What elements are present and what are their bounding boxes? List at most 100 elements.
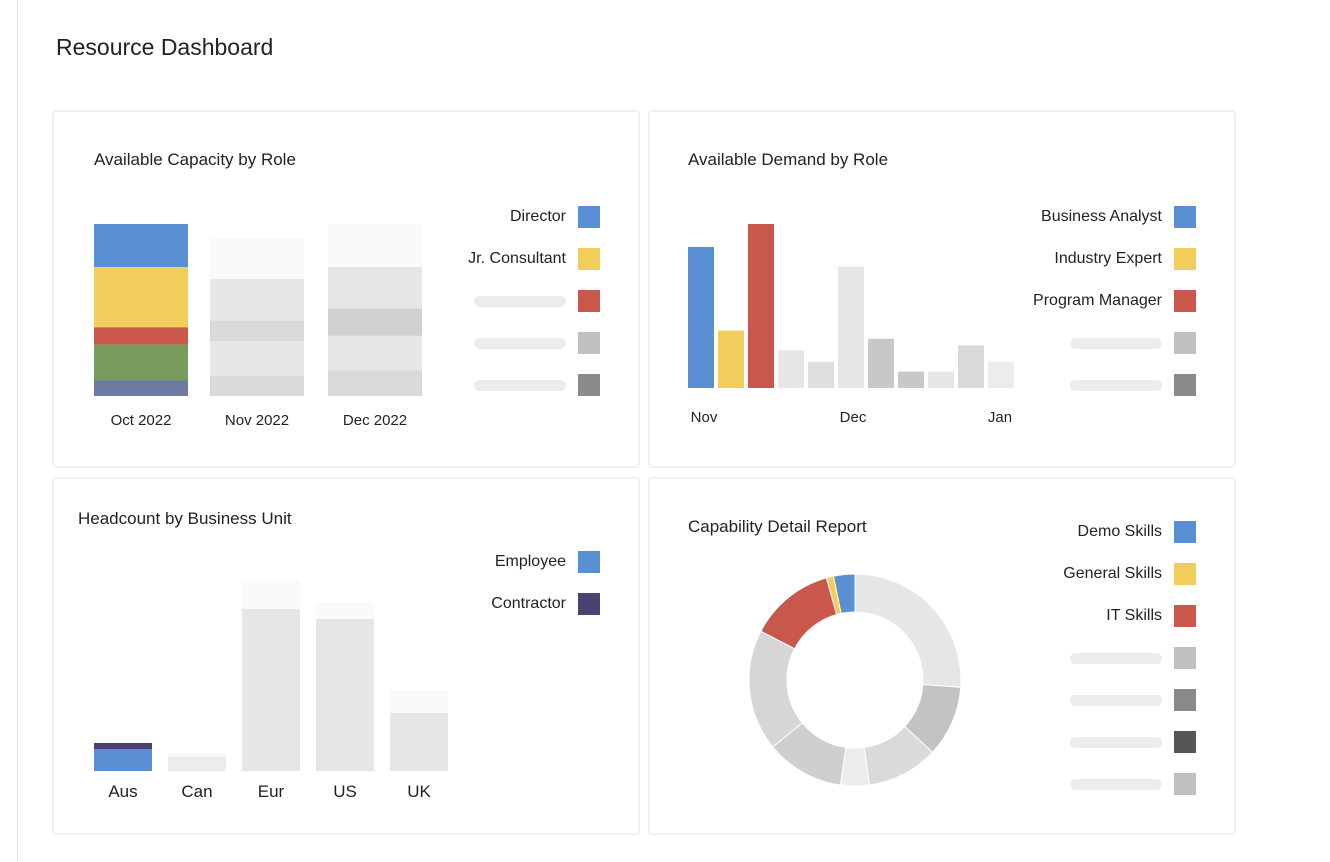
legend-swatch bbox=[1174, 605, 1196, 627]
bar-segment bbox=[94, 344, 188, 381]
demand-bar bbox=[688, 246, 714, 388]
x-tick-label: US bbox=[333, 782, 357, 801]
bar-segment bbox=[94, 380, 188, 396]
x-tick-label: Nov bbox=[691, 409, 718, 426]
legend-placeholder bbox=[474, 379, 566, 391]
legend-item: Jr. Consultant bbox=[468, 248, 600, 270]
bar-segment bbox=[242, 581, 300, 609]
legend-item bbox=[1070, 773, 1196, 795]
legend-swatch bbox=[1174, 731, 1196, 753]
bar-segment bbox=[328, 370, 422, 396]
legend-swatch bbox=[1174, 563, 1196, 585]
legend-swatch bbox=[1174, 374, 1196, 396]
x-tick-label: Oct 2022 bbox=[111, 412, 172, 429]
headcount-chart: Aus Can Eur US UK bbox=[94, 581, 448, 801]
legend-swatch bbox=[1174, 521, 1196, 543]
legend-swatch bbox=[1174, 290, 1196, 312]
legend-placeholder bbox=[1070, 337, 1162, 349]
x-tick-label: Jan bbox=[988, 409, 1012, 426]
capacity-legend: Director Jr. Consultant bbox=[350, 206, 600, 406]
legend-item bbox=[474, 290, 600, 312]
demand-bar bbox=[898, 371, 924, 388]
legend-label: Business Analyst bbox=[1041, 208, 1162, 225]
demand-bar bbox=[838, 266, 864, 388]
legend-placeholder bbox=[474, 337, 566, 349]
demand-bar bbox=[958, 345, 984, 388]
page-left-border bbox=[17, 0, 18, 862]
x-tick-label: UK bbox=[407, 782, 431, 801]
legend-placeholder bbox=[1070, 736, 1162, 748]
demand-legend: Business Analyst Industry Expert Program M… bbox=[946, 206, 1196, 406]
legend-item bbox=[1070, 731, 1196, 753]
demand-bar bbox=[778, 350, 804, 388]
legend-swatch bbox=[578, 332, 600, 354]
legend-item: Contractor bbox=[491, 593, 600, 615]
legend-swatch bbox=[578, 551, 600, 573]
legend-placeholder bbox=[1070, 652, 1162, 664]
capacity-chart: Oct 2022 Nov 2022 Dec 2022 bbox=[94, 224, 422, 429]
legend-swatch bbox=[578, 206, 600, 228]
legend-label: Industry Expert bbox=[1054, 250, 1162, 267]
capability-chart bbox=[748, 573, 962, 787]
legend-item bbox=[1070, 647, 1196, 669]
bar-segment bbox=[210, 340, 304, 376]
bar-segment bbox=[210, 279, 304, 321]
bar-segment bbox=[328, 308, 422, 336]
donut-slice bbox=[832, 573, 856, 615]
legend-item: Industry Expert bbox=[1054, 248, 1196, 270]
bar-segment bbox=[210, 375, 304, 396]
demand-bar bbox=[988, 361, 1014, 388]
legend-swatch bbox=[578, 593, 600, 615]
legend-swatch bbox=[1174, 647, 1196, 669]
x-tick-label: Dec 2022 bbox=[343, 412, 407, 429]
legend-swatch bbox=[1174, 773, 1196, 795]
legend-item bbox=[1070, 374, 1196, 396]
legend-swatch bbox=[1174, 248, 1196, 270]
capability-card: Capability Detail Report Demo Skills Gene… bbox=[648, 477, 1236, 835]
legend-placeholder bbox=[474, 295, 566, 307]
capacity-card-title: Available Capacity by Role bbox=[94, 150, 296, 169]
bar-segment bbox=[316, 619, 374, 771]
bar-segment bbox=[94, 224, 188, 267]
legend-item: IT Skills bbox=[1106, 605, 1196, 627]
legend-label: Jr. Consultant bbox=[468, 250, 566, 267]
bar-segment bbox=[94, 749, 152, 771]
x-tick-label: Nov 2022 bbox=[225, 412, 289, 429]
x-tick-label: Eur bbox=[258, 782, 285, 801]
x-tick-label: Can bbox=[181, 782, 212, 801]
bar-segment bbox=[168, 754, 226, 757]
legend-swatch bbox=[578, 374, 600, 396]
capability-legend: Demo Skills General Skills IT Skills bbox=[946, 521, 1196, 821]
demand-bar bbox=[718, 330, 744, 388]
legend-item: Employee bbox=[495, 551, 600, 573]
legend-item: Director bbox=[510, 206, 600, 228]
capacity-card: Available Capacity by Role Oct 2022 Nov 2… bbox=[52, 110, 640, 468]
legend-swatch bbox=[578, 290, 600, 312]
bar-segment bbox=[242, 609, 300, 771]
headcount-card-title: Headcount by Business Unit bbox=[78, 509, 292, 528]
legend-item bbox=[474, 332, 600, 354]
bar-segment bbox=[94, 267, 188, 328]
legend-item: Program Manager bbox=[1033, 290, 1196, 312]
demand-card: Available Demand by Role Nov Dec Jan Busin… bbox=[648, 110, 1236, 468]
legend-label: General Skills bbox=[1063, 565, 1162, 582]
legend-item: Business Analyst bbox=[1041, 206, 1196, 228]
legend-swatch bbox=[1174, 332, 1196, 354]
legend-item bbox=[1070, 332, 1196, 354]
demand-card-title: Available Demand by Role bbox=[688, 150, 889, 169]
legend-label: Contractor bbox=[491, 595, 566, 612]
bar-segment bbox=[168, 757, 226, 771]
legend-swatch bbox=[578, 248, 600, 270]
legend-label: Employee bbox=[494, 553, 566, 570]
bar-segment bbox=[316, 602, 374, 619]
legend-item: Demo Skills bbox=[1078, 521, 1196, 543]
demand-bar bbox=[748, 224, 774, 388]
legend-item: General Skills bbox=[1063, 563, 1196, 585]
legend-label: IT Skills bbox=[1106, 607, 1162, 624]
legend-label: Director bbox=[509, 208, 566, 225]
bar-segment bbox=[328, 335, 422, 371]
legend-swatch bbox=[1174, 689, 1196, 711]
legend-placeholder bbox=[1070, 694, 1162, 706]
legend-item bbox=[474, 374, 600, 396]
x-tick-label: Aus bbox=[108, 782, 137, 801]
